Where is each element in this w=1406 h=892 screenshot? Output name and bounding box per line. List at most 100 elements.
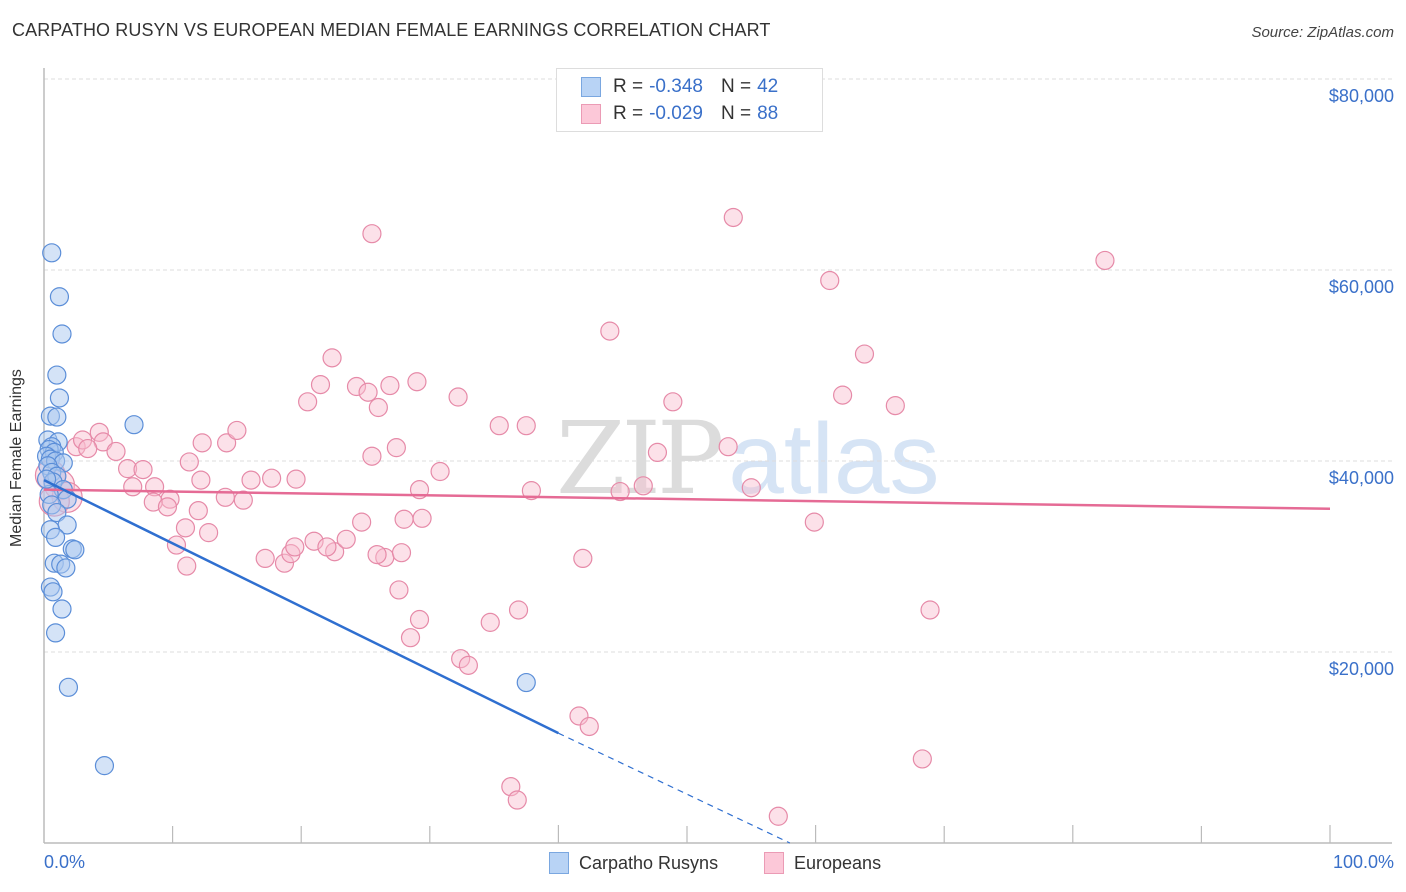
y-tick-60000: $60,000 xyxy=(1328,277,1394,297)
europeans-data-point xyxy=(78,438,98,459)
carpatho-rusyns-data-point xyxy=(516,672,536,693)
europeans-data-point xyxy=(233,490,253,510)
europeans-data-point xyxy=(647,442,668,463)
europeans-data-point xyxy=(394,509,414,529)
legend-row-carpatho-rusyns: R = -0.348 N = 42 xyxy=(581,75,778,99)
carpatho-rusyns-trend-line xyxy=(43,478,559,735)
europeans-data-point xyxy=(569,706,589,726)
europeans-data-point xyxy=(143,492,163,512)
r-label: R = xyxy=(613,76,644,97)
europeans-data-point xyxy=(912,749,932,769)
europeans-data-point xyxy=(521,481,541,501)
europeans-data-point xyxy=(820,270,840,291)
r-value: -0.029 xyxy=(649,103,703,124)
europeans-data-point xyxy=(188,501,208,521)
carpatho-rusyns-data-point xyxy=(124,415,144,435)
europeans-data-point xyxy=(368,397,388,418)
europeans-data-point xyxy=(274,553,295,573)
europeans-data-point xyxy=(317,537,337,557)
europeans-data-point xyxy=(175,518,196,538)
europeans-data-point xyxy=(507,790,527,810)
europeans-data-point xyxy=(352,512,372,532)
bottom-legend-carpatho-rusyns[interactable]: Carpatho Rusyns xyxy=(549,852,718,874)
europeans-data-point xyxy=(322,348,342,368)
carpatho-rusyns-data-point xyxy=(49,388,70,408)
europeans-data-point xyxy=(358,382,378,402)
europeans-trend-line xyxy=(43,488,1331,510)
europeans-data-point xyxy=(854,344,875,364)
europeans-data-point xyxy=(1095,250,1115,271)
europeans-data-point xyxy=(600,321,620,341)
carpatho-rusyns-data-point xyxy=(52,599,72,619)
europeans-data-point xyxy=(160,489,180,509)
carpatho-rusyns-trend-extension xyxy=(558,732,791,844)
n-value: 42 xyxy=(757,76,779,97)
y-axis-label: Median Female Earnings xyxy=(8,369,25,547)
europeans-data-point xyxy=(255,548,275,569)
europeans-data-point xyxy=(489,416,509,436)
europeans-data-point xyxy=(262,468,282,488)
r-value: -0.348 xyxy=(649,76,703,97)
europeans-data-point xyxy=(179,452,199,472)
europeans-data-point xyxy=(663,392,683,412)
europeans-data-point xyxy=(409,609,430,630)
gridlines xyxy=(44,78,1392,653)
carpatho-rusyns-data-point xyxy=(58,677,79,697)
europeans-data-point xyxy=(285,537,305,557)
axes xyxy=(43,68,1392,844)
europeans-data-point xyxy=(407,372,427,392)
europeans-data-point xyxy=(804,512,824,532)
europeans-data-point xyxy=(451,649,471,669)
europeans-data-point xyxy=(362,224,382,244)
europeans-data-point xyxy=(448,387,468,407)
europeans-data-point xyxy=(336,529,356,549)
europeans-data-point xyxy=(718,437,738,457)
stats-legend: R = -0.348 N = 42 R = -0.029 N = 88 xyxy=(556,68,823,132)
carpatho-rusyns-data-point xyxy=(47,407,67,427)
blue-swatch-icon xyxy=(549,852,569,874)
pink-swatch-icon xyxy=(764,852,784,874)
europeans-data-point xyxy=(723,207,743,228)
europeans-data-point xyxy=(362,446,382,466)
carpatho-rusyns-data-point xyxy=(94,756,115,776)
trend-lines xyxy=(43,478,1331,844)
europeans-data-point xyxy=(123,477,143,497)
europeans-data-point xyxy=(106,441,126,462)
legend-row-europeans: R = -0.029 N = 88 xyxy=(581,102,778,126)
europeans-data-point xyxy=(885,396,905,416)
europeans-data-point xyxy=(610,481,630,502)
europeans-data-point xyxy=(192,433,212,453)
carpatho-rusyns-data-point xyxy=(47,365,67,385)
europeans-data-point xyxy=(768,806,788,826)
europeans-data-point xyxy=(389,580,409,600)
europeans-data-point xyxy=(346,376,367,397)
bottom-legend-europeans[interactable]: Europeans xyxy=(764,852,881,874)
n-value: 88 xyxy=(757,103,779,124)
legend-label: Europeans xyxy=(794,852,882,873)
legend-label: Carpatho Rusyns xyxy=(579,852,719,873)
europeans-data-point xyxy=(430,461,450,482)
y-tick-40000: $40,000 xyxy=(1328,468,1394,488)
europeans-points xyxy=(34,207,1115,826)
carpatho-rusyns-data-point xyxy=(52,324,72,344)
carpatho-rusyns-data-point xyxy=(49,287,70,307)
y-tick-80000: $80,000 xyxy=(1328,86,1394,106)
europeans-data-point xyxy=(391,543,412,563)
europeans-data-point xyxy=(191,470,211,490)
europeans-data-point xyxy=(133,459,153,480)
europeans-data-point xyxy=(741,478,761,498)
r-label: R = xyxy=(613,103,644,124)
n-label: N = xyxy=(720,76,752,97)
europeans-data-point xyxy=(508,600,529,620)
europeans-data-point xyxy=(480,612,500,632)
europeans-data-point xyxy=(412,508,432,528)
europeans-data-point xyxy=(177,556,197,576)
carpatho-rusyns-data-point xyxy=(42,243,62,263)
europeans-data-point xyxy=(310,375,331,395)
europeans-data-point xyxy=(633,476,653,496)
europeans-data-point xyxy=(89,422,109,442)
europeans-data-point xyxy=(215,487,235,507)
europeans-data-point xyxy=(579,716,599,737)
europeans-data-point xyxy=(241,470,261,490)
